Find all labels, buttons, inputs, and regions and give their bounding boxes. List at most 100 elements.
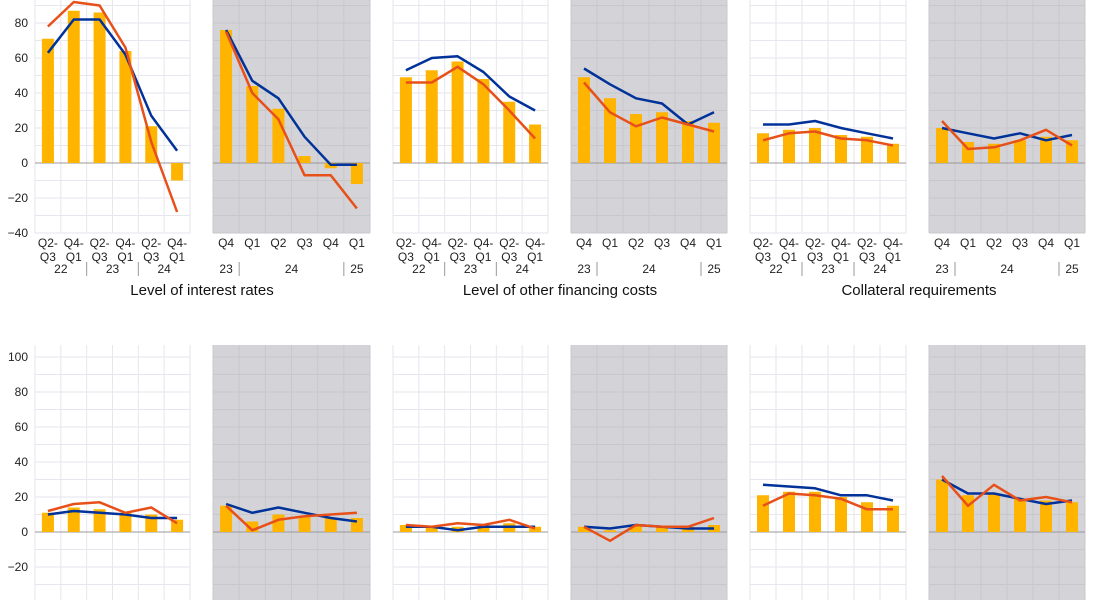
series-line-blue — [405, 55, 536, 112]
x-year-label: 24 — [157, 262, 171, 276]
chart-title-interest-rates: Level of interest rates — [130, 282, 273, 299]
bar — [656, 112, 668, 163]
x-year-label: 22 — [769, 262, 783, 276]
chart-title-collateral-requirements: Collateral requirements — [841, 282, 996, 299]
x-tick-label: Q4 — [1038, 236, 1054, 250]
series-line-blue — [941, 478, 1073, 506]
x-tick-label: Q3 — [92, 250, 108, 264]
series-line-orange — [941, 475, 1073, 508]
x-tick-label: Q2- — [141, 236, 161, 250]
x-year-label: 23 — [219, 262, 233, 276]
series-line-blue — [762, 483, 894, 502]
x-tick-label: Q2 — [270, 236, 286, 250]
y-tick-label-top: −20 — [8, 191, 29, 205]
x-year-label: 22 — [54, 262, 68, 276]
x-tick-label: Q3 — [143, 250, 159, 264]
bar — [1014, 140, 1026, 163]
bar — [887, 143, 899, 163]
x-tick-label: Q1 — [349, 236, 365, 250]
bar — [246, 86, 259, 163]
x-tick-label: Q2- — [448, 236, 468, 250]
x-tick-label: Q2- — [38, 236, 58, 250]
bar — [41, 512, 54, 532]
bar — [425, 70, 438, 163]
x-year-label: 23 — [464, 262, 478, 276]
bar — [578, 77, 590, 163]
line-layer — [46, 0, 1073, 543]
x-tick-label: Q1 — [66, 250, 82, 264]
x-year-label: 24 — [1000, 262, 1014, 276]
x-tick-label: Q2- — [396, 236, 416, 250]
grid-layer — [34, 0, 1086, 600]
y-tick-label-top: 40 — [15, 86, 29, 100]
x-tick-label: Q2- — [805, 236, 825, 250]
series-line-orange — [224, 31, 358, 210]
series-line-orange — [225, 504, 357, 532]
x-tick-label: Q1 — [706, 236, 722, 250]
x-tick-label: Q4- — [422, 236, 442, 250]
bar — [604, 530, 616, 532]
series-line-blue — [941, 126, 1073, 142]
x-tick-label: Q2 — [628, 236, 644, 250]
bar — [630, 114, 642, 163]
series-line-blue — [225, 502, 358, 523]
x-tick-label: Q1 — [244, 236, 260, 250]
bar — [1066, 502, 1078, 532]
bar — [630, 525, 642, 532]
bar — [350, 163, 363, 184]
bar — [708, 122, 720, 163]
bar — [682, 121, 694, 163]
x-tick-label: Q4- — [831, 236, 851, 250]
bar — [578, 526, 590, 532]
x-tick-label: Q4 — [323, 236, 339, 250]
bar — [119, 51, 132, 163]
x-tick-label: Q1 — [833, 250, 849, 264]
bar — [272, 514, 285, 532]
bar — [835, 135, 847, 163]
x-tick-label: Q4- — [115, 236, 135, 250]
y-tick-label-top: 60 — [15, 51, 29, 65]
bar — [93, 509, 106, 532]
y-tick-label-bottom: 60 — [15, 420, 29, 434]
x-tick-label: Q1 — [602, 236, 618, 250]
bar — [477, 525, 490, 532]
bar — [220, 30, 233, 163]
bar — [783, 129, 795, 163]
x-tick-label: Q1 — [527, 250, 543, 264]
bar — [1040, 136, 1052, 163]
x-year-label: 24 — [515, 262, 529, 276]
x-tick-label: Q3 — [1012, 236, 1028, 250]
bar — [67, 507, 80, 532]
bar — [298, 516, 311, 532]
x-tick-label: Q1 — [781, 250, 797, 264]
x-tick-label: Q1 — [424, 250, 440, 264]
bar — [1014, 498, 1026, 532]
bar — [503, 101, 516, 163]
y-tick-label-bottom: 20 — [15, 490, 29, 504]
series-line-blue — [47, 509, 178, 520]
x-tick-label: Q3 — [807, 250, 823, 264]
x-tick-label: Q4 — [680, 236, 696, 250]
x-tick-label: Q4- — [167, 236, 187, 250]
bar — [1040, 500, 1052, 532]
x-year-label: 23 — [577, 262, 591, 276]
series-line-blue — [583, 67, 715, 126]
x-year-label: 25 — [350, 262, 364, 276]
bar — [477, 79, 490, 163]
y-tick-label-bottom: 100 — [8, 350, 28, 364]
bar — [757, 133, 769, 163]
bar — [399, 77, 412, 163]
bar — [988, 493, 1000, 532]
series-line-orange — [762, 492, 893, 511]
bar — [451, 61, 464, 163]
series-line-orange — [583, 81, 715, 133]
x-tick-label: Q2- — [857, 236, 877, 250]
x-tick-label: Q1 — [475, 250, 491, 264]
x-tick-label: Q4- — [779, 236, 799, 250]
x-tick-label: Q4 — [218, 236, 234, 250]
x-tick-label: Q1 — [960, 236, 976, 250]
x-year-label: 23 — [106, 262, 120, 276]
bar-layer — [41, 10, 1078, 532]
bar — [887, 505, 899, 532]
x-tick-label: Q2- — [90, 236, 110, 250]
